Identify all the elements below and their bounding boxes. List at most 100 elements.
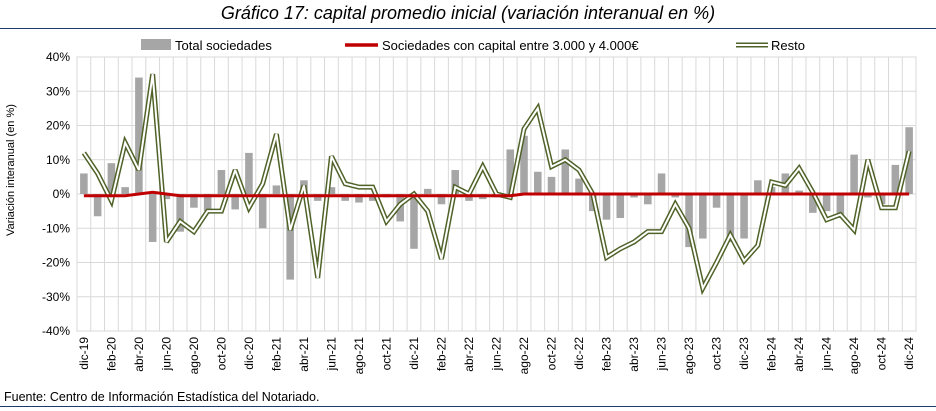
bar-feb-22	[437, 194, 446, 205]
x-tick-label: abr-21	[297, 337, 311, 372]
bar-jun-24	[822, 194, 831, 212]
bar-feb-23	[602, 194, 611, 220]
x-tick-label: oct-22	[545, 337, 559, 371]
bar-ago-23	[685, 194, 693, 248]
bar-nov-23	[726, 194, 735, 242]
x-tick-label: abr-22	[462, 337, 476, 372]
x-tick-label: feb-23	[600, 337, 614, 371]
bar-jul-24	[836, 194, 845, 218]
bar-abr-24	[795, 190, 803, 194]
bar-jun-20	[162, 194, 171, 200]
bar-dic-19	[80, 173, 88, 194]
bar-abr-23	[630, 194, 638, 198]
bar-sep-21	[368, 194, 377, 201]
bar-jun-21	[327, 187, 336, 194]
y-tick-label: -40%	[42, 324, 70, 338]
y-tick-label: -30%	[42, 290, 70, 304]
x-tick-label: feb-24	[765, 337, 779, 371]
x-tick-label: jun-20	[159, 337, 173, 372]
bar-nov-24	[891, 164, 900, 194]
x-tick-label: dic-19	[77, 337, 91, 370]
y-tick-label: 10%	[46, 153, 70, 167]
legend-label-total-sociedades: Total sociedades	[175, 38, 272, 53]
bar-nov-22	[561, 149, 570, 194]
bar-mar-23	[616, 194, 625, 218]
x-tick-label: ago-24	[847, 337, 861, 375]
bar-may-24	[809, 194, 817, 213]
bar-may-21	[313, 194, 322, 201]
bar-ene-20	[93, 194, 102, 217]
x-tick-label: ago-22	[517, 337, 531, 375]
source-note: Fuente: Centro de Información Estadístic…	[4, 390, 320, 404]
y-tick-label: 40%	[46, 50, 70, 64]
bar-oct-20	[217, 170, 226, 194]
bar-dic-22	[575, 178, 583, 194]
x-tick-label: feb-20	[104, 337, 118, 371]
bar-mar-20	[121, 187, 129, 194]
bar-ene-24	[754, 180, 762, 194]
x-tick-label: jun-23	[655, 337, 669, 372]
y-tick-label: -20%	[42, 256, 70, 270]
x-tick-label: oct-21	[379, 337, 393, 371]
y-tick-label: 0%	[53, 187, 71, 201]
bar-dic-21	[410, 194, 418, 249]
title-rule	[0, 28, 936, 29]
x-tick-label: dic-24	[902, 337, 916, 370]
bar-oct-22	[547, 176, 556, 194]
y-axis-ticks: -40% -30% -20% -10% 0% 10% 20% 30% 40%	[42, 50, 70, 338]
bar-may-20	[148, 194, 157, 242]
chart-title: Gráfico 17: capital promedio inicial (va…	[220, 3, 716, 23]
bar-abr-20	[135, 77, 143, 194]
x-tick-label: dic-20	[242, 337, 256, 370]
x-tick-label: dic-21	[407, 337, 421, 370]
bar-feb-21	[272, 185, 281, 194]
legend-label-resto: Resto	[771, 38, 805, 53]
bar-ene-22	[423, 188, 432, 194]
bar-ago-22	[520, 135, 528, 194]
bar-ago-21	[355, 194, 363, 203]
x-tick-label: jun-22	[490, 337, 504, 372]
bar-dic-20	[245, 152, 253, 194]
x-tick-label: jun-21	[324, 337, 338, 372]
bar-jul-21	[341, 194, 349, 201]
x-tick-label: ago-20	[187, 337, 201, 375]
bar-abr-22	[465, 194, 473, 201]
x-tick-label: oct-23	[710, 337, 724, 371]
x-tick-label: abr-20	[132, 337, 146, 372]
bar-mar-21	[286, 194, 294, 280]
bar-nov-20	[231, 194, 239, 210]
bar-jul-20	[176, 194, 184, 232]
bar-sep-24	[864, 194, 872, 198]
x-tick-label: feb-21	[269, 337, 283, 371]
bar-mar-22	[451, 170, 460, 194]
series-line-sociedades-3000-4000	[83, 190, 910, 198]
y-tick-label: 30%	[46, 84, 70, 98]
x-tick-label: abr-23	[627, 337, 641, 372]
y-tick-label: 20%	[46, 119, 70, 133]
bar-jul-22	[506, 149, 515, 194]
bar-may-23	[644, 194, 652, 205]
bar-jun-23	[657, 173, 666, 194]
x-tick-label: feb-22	[434, 337, 448, 371]
x-tick-label: abr-24	[792, 337, 806, 372]
series-lines	[81, 73, 912, 296]
bar-dic-23	[740, 194, 748, 239]
legend: Total sociedades Sociedades con capital …	[141, 38, 805, 53]
chart-canvas: Total sociedades Sociedades con capital …	[5, 38, 917, 375]
x-tick-label: jun-24	[820, 337, 834, 372]
legend-label-sociedades-3000-4000: Sociedades con capital entre 3.000 y 4.0…	[382, 38, 639, 53]
x-tick-label: dic-22	[572, 337, 586, 370]
x-tick-label: ago-21	[352, 337, 366, 375]
series-line-resto-inner	[83, 73, 911, 292]
legend-swatch-total-sociedades	[141, 39, 171, 50]
bottom-rule	[0, 406, 936, 407]
bar-ene-21	[258, 194, 267, 229]
x-tick-label: oct-24	[875, 337, 889, 371]
bar-sep-20	[203, 194, 212, 212]
x-tick-label: ago-23	[682, 337, 696, 375]
x-tick-label: dic-23	[737, 337, 751, 370]
bar-sep-23	[699, 194, 707, 239]
x-tick-label: oct-20	[214, 337, 228, 371]
bar-ago-20	[190, 194, 198, 208]
y-axis-label: Variación interanual (en %)	[5, 104, 17, 236]
